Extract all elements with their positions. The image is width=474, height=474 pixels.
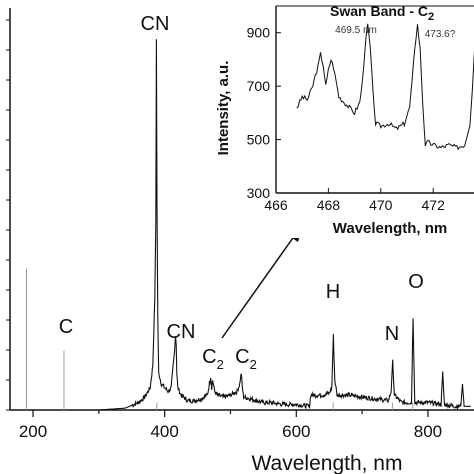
main-peak-label-text: O xyxy=(408,271,424,293)
inset-pointer-arrow xyxy=(221,224,303,339)
inset-y-tick-label: 900 xyxy=(247,25,271,41)
inset-axes: 300500700900466468470472474 xyxy=(247,5,474,213)
inset-x-tick-label: 468 xyxy=(317,197,341,213)
main-spectrum-line xyxy=(26,39,471,411)
inset-background xyxy=(212,0,474,238)
main-peak-label: CN xyxy=(141,13,170,35)
inset-y-axis-label: Intensity, a.u. xyxy=(215,61,232,156)
inset-x-tick-label: 470 xyxy=(369,197,393,213)
inset-swan-band-chart: 300500700900466468470472474 469.5 nm473.… xyxy=(212,0,474,238)
inset-x-tick-label: 466 xyxy=(264,197,288,213)
inset-title-subscript: 2 xyxy=(428,11,434,23)
inset-y-tick-label: 500 xyxy=(247,132,271,148)
main-peak-label: C2 xyxy=(235,346,257,372)
inset-peak-label: 473.6? xyxy=(425,29,456,40)
main-peak-label: C xyxy=(59,316,73,338)
main-peak-label: H xyxy=(326,281,340,303)
main-x-tick-label: 600 xyxy=(282,422,310,441)
main-x-axis-label: Wavelength, nm xyxy=(252,452,403,474)
inset-title-text: Swan Band - C xyxy=(330,3,428,19)
inset-peak-label: 469.5 nm xyxy=(335,25,377,36)
inset-y-tick-label: 700 xyxy=(247,78,271,94)
main-peak-label-subscript: 2 xyxy=(217,357,224,372)
main-peak-label-text: N xyxy=(385,323,399,345)
main-x-tick-label: 400 xyxy=(150,422,178,441)
main-peak-label-subscript: 2 xyxy=(250,357,257,372)
inset-pointer-arrow-shaft xyxy=(221,234,296,339)
main-peak-label: C2 xyxy=(202,346,224,372)
main-peak-label: CN xyxy=(167,321,196,343)
main-peak-label-text: C xyxy=(202,346,216,368)
main-x-tick-label: 800 xyxy=(414,422,442,441)
inset-y-tick-label: 300 xyxy=(247,185,271,201)
inset-title: Swan Band - C2 xyxy=(330,3,434,23)
inset-x-tick-label: 472 xyxy=(422,197,446,213)
main-peak-label-text: H xyxy=(326,281,340,303)
main-peak-label-text: CN xyxy=(167,321,196,343)
inset-peak-annotations: 469.5 nm 473.6? xyxy=(335,25,456,40)
main-peak-label: N xyxy=(385,323,399,345)
main-x-tick-label: 200 xyxy=(19,422,47,441)
main-spectrum-series xyxy=(25,39,471,411)
main-axes: 200 400 600 800 xyxy=(6,8,474,441)
main-peak-label-text: C xyxy=(235,346,249,368)
inset-spectrum-line xyxy=(296,23,474,151)
main-peak-label-text: CN xyxy=(141,13,170,35)
main-peak-label-text: C xyxy=(59,316,73,338)
inset-swan-band-series xyxy=(296,23,474,151)
inset-x-axis-label: Wavelength, nm xyxy=(333,220,447,237)
main-peak-label: O xyxy=(408,271,424,293)
